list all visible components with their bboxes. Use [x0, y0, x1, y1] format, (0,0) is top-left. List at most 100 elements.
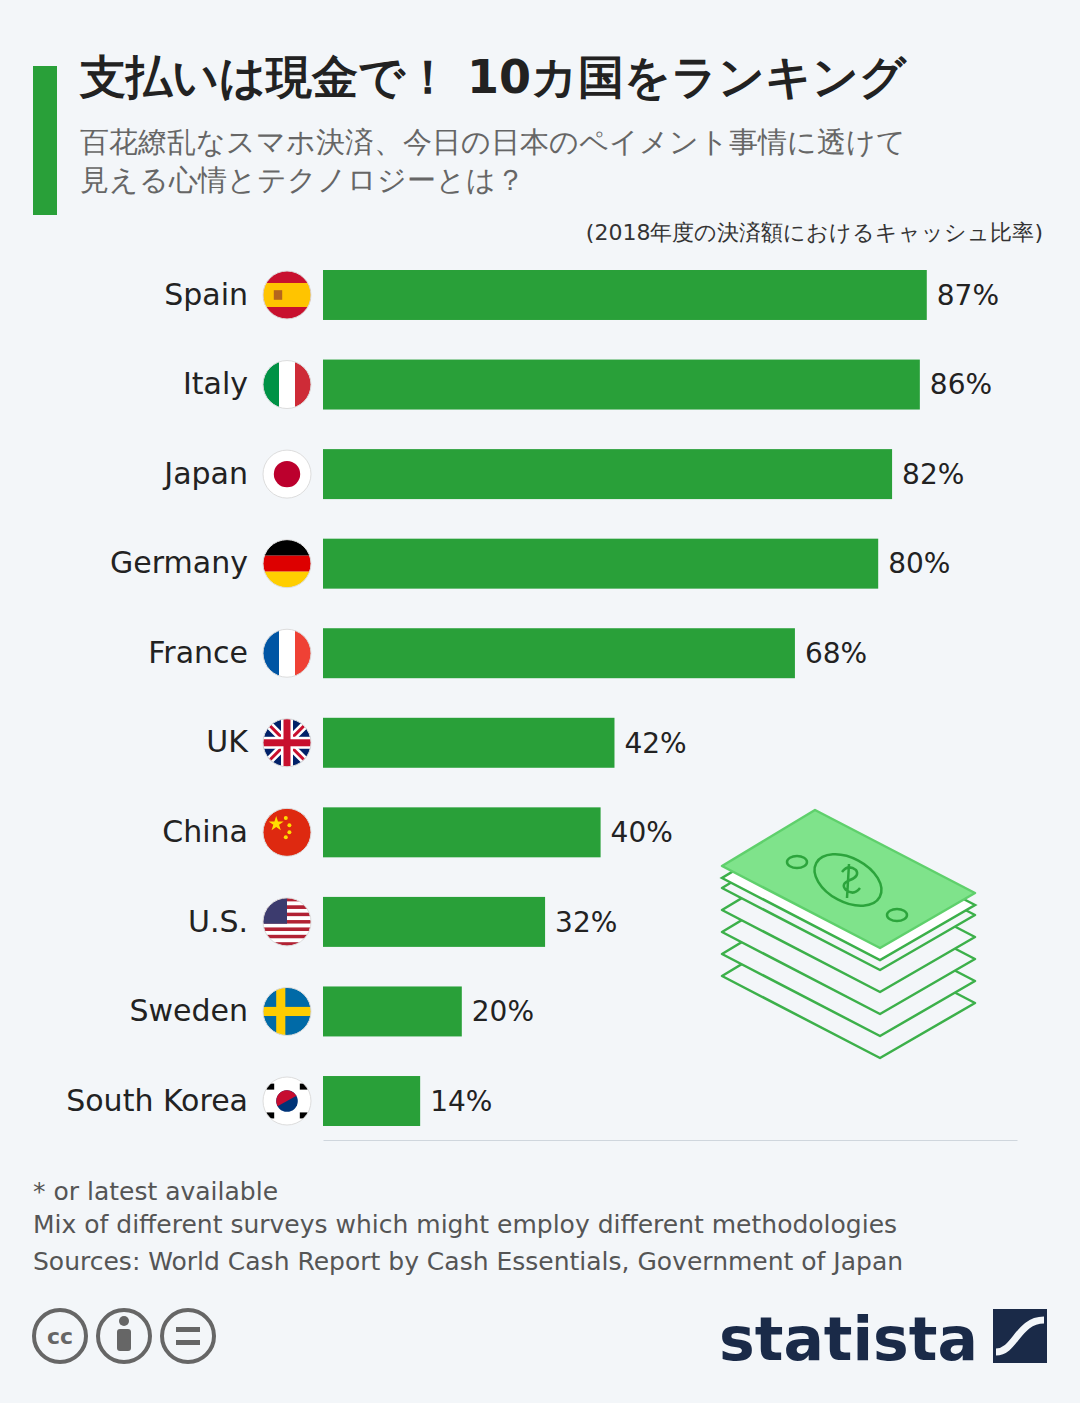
data-label: 68% — [805, 637, 867, 670]
flag-part — [287, 830, 291, 834]
flag-part — [263, 931, 311, 935]
flag — [263, 629, 311, 677]
category-tick: UK — [206, 724, 249, 759]
flag — [263, 898, 311, 946]
chart: 支払いは現金で！ 10カ国をランキング百花繚乱なスマホ決済、今日の日本のペイメン… — [0, 0, 1080, 1403]
flag-border — [263, 361, 311, 409]
flag-part — [295, 629, 311, 677]
flag-part — [284, 816, 288, 820]
category-label: Germany — [110, 545, 248, 580]
x-axis — [324, 1140, 1018, 1141]
data-label: 42% — [624, 727, 686, 760]
subtitle-line: 百花繚乱なスマホ決済、今日の日本のペイメント事情に透けて — [80, 125, 906, 159]
flag-part — [276, 1090, 298, 1112]
flag-part — [279, 629, 295, 677]
category-tick: Japan — [162, 456, 248, 491]
category-label: UK — [206, 724, 249, 759]
category-tick: Italy — [183, 366, 248, 401]
flag-part — [263, 361, 279, 409]
category-label: Spain — [164, 277, 248, 312]
brand-icon — [993, 1309, 1047, 1363]
category-label: Italy — [183, 366, 248, 401]
license-icon — [176, 1340, 200, 1345]
category-tick: U.S. — [188, 903, 248, 938]
flag-border — [263, 719, 311, 767]
y-axis: Spain Italy Japan Germany France UK China U.S. S… — [66, 277, 249, 1118]
flag-part — [279, 361, 295, 409]
bar — [323, 807, 601, 857]
subtitle-line: 見える心情とテクノロジーとは？ — [80, 163, 525, 197]
license-text: cc — [47, 1324, 73, 1349]
bar — [323, 1076, 420, 1126]
flag-part — [263, 629, 279, 677]
category-label: China — [162, 814, 248, 849]
flag-part — [263, 898, 287, 924]
category-tick: Spain — [164, 277, 248, 312]
license-icon — [117, 1329, 131, 1351]
flag-part — [263, 271, 311, 319]
flag-part — [263, 719, 311, 767]
brand: statista — [719, 1304, 978, 1374]
header-accent — [33, 66, 57, 215]
category-tick: Germany — [110, 545, 248, 580]
category-label: France — [148, 635, 248, 670]
category-label: South Korea — [66, 1083, 248, 1118]
flag-border — [263, 898, 311, 946]
flag — [263, 1077, 311, 1125]
flag-part — [263, 572, 311, 588]
flag — [263, 361, 311, 409]
category-tick: Sweden — [129, 993, 248, 1028]
license-icon — [162, 1310, 214, 1362]
flag-border — [263, 629, 311, 677]
brand-icon — [996, 1320, 1044, 1352]
unit-note: (2018年度の決済額におけるキャッシュ比率) — [586, 220, 1043, 245]
bill-detail — [887, 909, 907, 921]
category-label: Japan — [162, 456, 248, 491]
flag-part — [284, 835, 288, 839]
data-label: 87% — [937, 279, 999, 312]
category-tick: France — [148, 635, 248, 670]
bar — [323, 718, 614, 768]
flag-border — [263, 271, 311, 319]
category-label: U.S. — [188, 903, 248, 938]
flag-part — [263, 987, 311, 1035]
data-label: 14% — [430, 1085, 492, 1118]
flag — [263, 450, 311, 498]
bar — [323, 360, 920, 410]
axis-line — [324, 1140, 1018, 1141]
flag-part — [263, 556, 311, 572]
flag-part — [263, 283, 311, 307]
bill-detail — [842, 864, 860, 898]
data-label: 20% — [472, 995, 534, 1028]
bar — [323, 449, 892, 499]
flag-part — [263, 450, 311, 498]
footnote: Mix of different surveys which might emp… — [33, 1210, 897, 1239]
bill-detail — [787, 856, 807, 868]
title: 支払いは現金で！ 10カ国をランキング — [79, 50, 907, 104]
license-icon — [176, 1327, 200, 1332]
flag-border — [263, 987, 311, 1035]
flag-part — [287, 823, 291, 827]
flag-part — [274, 290, 282, 300]
data-label: 32% — [555, 906, 617, 939]
flag — [263, 808, 311, 856]
category-tick: China — [162, 814, 248, 849]
bill-top — [722, 810, 975, 948]
license-icon — [119, 1316, 129, 1326]
footnote: Sources: World Cash Report by Cash Essen… — [33, 1247, 903, 1276]
flag-border — [263, 540, 311, 588]
subtitle: 百花繚乱なスマホ決済、今日の日本のペイメント事情に透けて見える心情とテクノロジー… — [80, 125, 906, 197]
flag-part — [263, 540, 311, 556]
bar — [323, 897, 545, 947]
flag — [263, 987, 311, 1035]
flag-border — [263, 450, 311, 498]
flag-part — [263, 739, 311, 746]
bar — [323, 270, 927, 320]
license-icon — [98, 1310, 150, 1362]
flags — [263, 271, 311, 1125]
flag-part — [263, 927, 311, 931]
flag-part — [263, 1077, 311, 1125]
flag-part — [269, 816, 284, 830]
background — [0, 0, 1080, 1403]
flag-part — [263, 942, 311, 946]
